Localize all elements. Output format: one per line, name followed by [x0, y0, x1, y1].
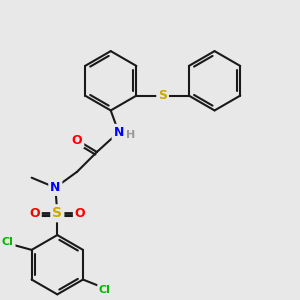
Text: O: O [29, 207, 40, 220]
Text: N: N [50, 181, 61, 194]
Text: S: S [158, 89, 167, 102]
Text: S: S [52, 206, 62, 220]
Text: Cl: Cl [99, 285, 111, 296]
Text: O: O [72, 134, 83, 147]
Text: Cl: Cl [2, 237, 14, 247]
Text: O: O [75, 207, 86, 220]
Text: N: N [113, 126, 124, 139]
Text: H: H [126, 130, 135, 140]
